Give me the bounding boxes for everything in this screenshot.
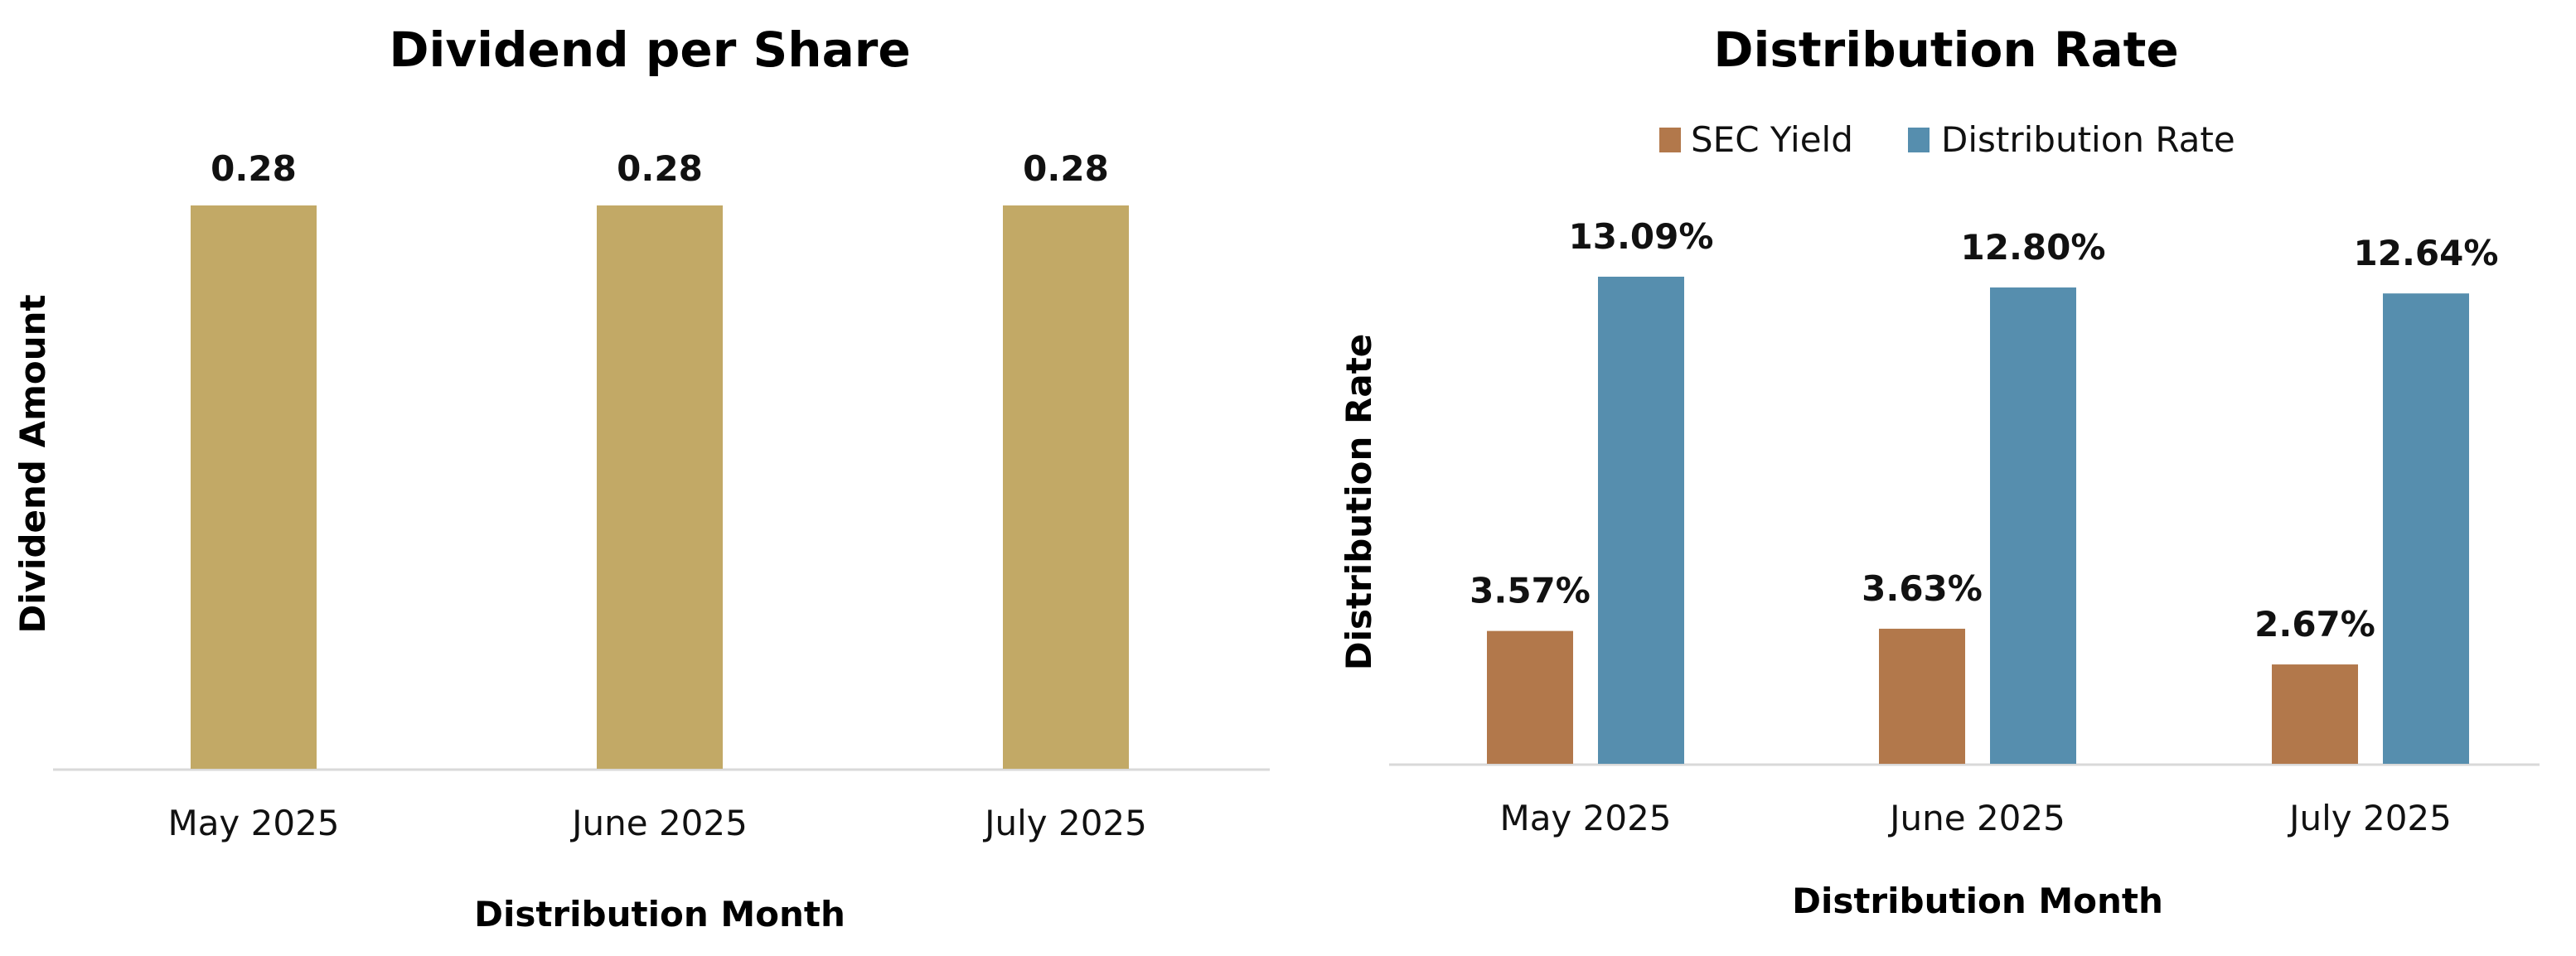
x-tick-label: May 2025 bbox=[1499, 798, 1671, 838]
chart-title: Distribution Rate bbox=[1713, 22, 2178, 78]
bar-distribution-rate-2 bbox=[2383, 293, 2469, 765]
data-label: 12.80% bbox=[1961, 227, 2106, 268]
data-label: 0.28 bbox=[1023, 148, 1109, 189]
bar-distribution-rate-0 bbox=[1598, 277, 1684, 764]
data-label: 2.67% bbox=[2254, 604, 2375, 645]
x-tick-label: July 2025 bbox=[982, 803, 1147, 843]
x-tick-label: May 2025 bbox=[167, 803, 339, 843]
bar-sec-yield-2 bbox=[2272, 664, 2358, 764]
bar-2 bbox=[1003, 205, 1129, 769]
y-axis-label: Distribution Rate bbox=[1339, 334, 1379, 671]
dividend-chart: Dividend per Share Dividend Amount Distr… bbox=[12, 22, 1270, 934]
x-tick-label: July 2025 bbox=[2287, 798, 2452, 838]
bar-1 bbox=[597, 205, 723, 769]
data-label: 0.28 bbox=[211, 148, 297, 189]
data-label: 12.64% bbox=[2354, 233, 2499, 273]
x-tick-label: June 2025 bbox=[1887, 798, 2065, 838]
x-axis-label: Distribution Month bbox=[1792, 881, 2163, 921]
legend-label-distribution-rate: Distribution Rate bbox=[1941, 119, 2235, 160]
bar-sec-yield-0 bbox=[1487, 630, 1573, 764]
legend-swatch-sec-yield bbox=[1659, 128, 1681, 152]
bar-0 bbox=[191, 205, 317, 769]
legend-swatch-distribution-rate bbox=[1908, 128, 1930, 152]
chart-title: Dividend per Share bbox=[389, 22, 910, 78]
bar-distribution-rate-1 bbox=[1990, 287, 2076, 764]
legend: SEC Yield Distribution Rate bbox=[1659, 119, 2235, 160]
distribution-rate-chart: Distribution Rate SEC Yield Distribution… bbox=[1339, 22, 2540, 921]
data-label: 3.63% bbox=[1862, 568, 1983, 609]
bar-sec-yield-1 bbox=[1879, 628, 1965, 764]
data-label: 3.57% bbox=[1470, 571, 1591, 611]
y-axis-label: Dividend Amount bbox=[12, 294, 53, 633]
data-label: 0.28 bbox=[617, 148, 703, 189]
data-label: 13.09% bbox=[1569, 216, 1714, 257]
x-axis-label: Distribution Month bbox=[474, 894, 845, 934]
x-tick-label: June 2025 bbox=[569, 803, 748, 843]
legend-label-sec-yield: SEC Yield bbox=[1691, 119, 1853, 160]
